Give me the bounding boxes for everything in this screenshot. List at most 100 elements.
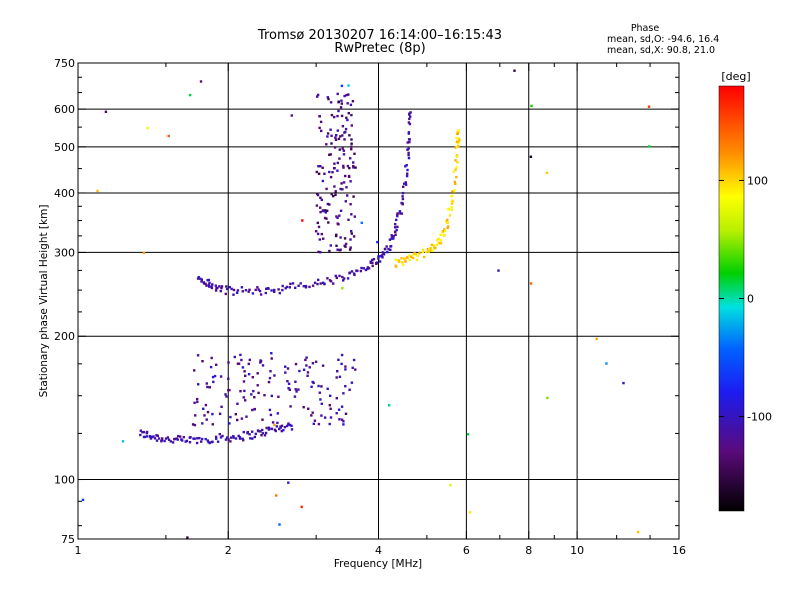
noise-point <box>350 142 353 145</box>
trace-point <box>408 122 412 126</box>
cloud-point <box>340 99 343 102</box>
trace-point <box>248 433 251 436</box>
trace-point <box>456 155 459 158</box>
cloud-point <box>253 396 256 399</box>
trace-point <box>273 288 276 292</box>
trace-point <box>452 190 456 193</box>
cloud-point <box>316 193 320 197</box>
trace-point <box>224 438 228 441</box>
trace-point <box>439 242 443 245</box>
cloud-point <box>352 358 356 362</box>
trace-point <box>402 185 405 188</box>
cloud-point <box>328 170 331 174</box>
trace-point <box>257 288 260 291</box>
cloud-point <box>286 367 290 370</box>
trace-point <box>407 151 410 155</box>
trace-point <box>164 437 168 440</box>
trace-point <box>352 272 356 275</box>
trace-point <box>273 290 276 293</box>
cloud-point <box>243 389 246 393</box>
cloud-point <box>310 385 313 388</box>
y-tick-label: 600 <box>54 103 75 116</box>
cloud-point <box>339 135 342 138</box>
trace-point <box>398 210 402 213</box>
trace-point <box>388 238 392 241</box>
noise-point <box>546 396 549 400</box>
trace-point <box>282 429 285 432</box>
trace-point <box>421 250 424 254</box>
trace-point <box>285 424 289 428</box>
cloud-point <box>203 414 206 417</box>
cloud-point <box>286 380 289 383</box>
trace-point <box>278 291 281 295</box>
cloud-point <box>338 214 341 217</box>
cloud-point <box>348 248 352 251</box>
trace-point <box>453 189 456 192</box>
trace-point <box>435 243 439 246</box>
noise-point <box>188 93 192 97</box>
cloud-point <box>224 393 227 396</box>
trace-point <box>254 432 257 436</box>
trace-point <box>234 437 238 440</box>
cloud-point <box>320 198 323 202</box>
cloud-point <box>287 387 290 390</box>
cloud-point <box>250 393 253 396</box>
trace-point <box>364 268 368 272</box>
trace-point <box>450 202 454 205</box>
cloud-point <box>341 147 344 150</box>
trace-point <box>145 432 148 435</box>
trace-point <box>319 282 322 285</box>
cloud-point <box>346 164 350 168</box>
cloud-point <box>295 390 298 393</box>
cloud-point <box>338 148 341 151</box>
cloud-point <box>297 388 300 391</box>
trace-point <box>267 426 271 429</box>
y-tick-label: 300 <box>54 246 75 259</box>
trace-point <box>418 251 421 255</box>
cloud-point <box>204 403 208 407</box>
trace-point <box>176 438 179 441</box>
trace-point <box>338 274 341 278</box>
cloud-point <box>342 420 345 423</box>
trace-point <box>383 247 387 251</box>
trace-point <box>332 282 335 285</box>
trace-point <box>139 429 142 432</box>
cloud-point <box>336 114 339 118</box>
trace-point <box>454 159 457 162</box>
cloud-point <box>350 124 353 127</box>
cloud-point <box>236 402 239 405</box>
cloud-point <box>228 422 231 425</box>
trace-point <box>265 287 268 290</box>
trace-point <box>196 277 200 280</box>
trace-point <box>362 267 365 270</box>
trace-point <box>232 435 235 438</box>
cloud-point <box>270 352 273 355</box>
cloud-point <box>321 166 324 169</box>
trace-point <box>392 235 395 238</box>
trace-point <box>226 436 229 439</box>
trace-point <box>289 282 292 286</box>
cloud-point <box>244 374 247 377</box>
trace-point <box>377 255 380 258</box>
trace-point <box>215 437 218 440</box>
stats-heading: Phase <box>631 23 660 34</box>
cloud-point <box>196 397 199 401</box>
trace-point <box>430 243 434 246</box>
trace-point <box>196 437 199 440</box>
trace-point <box>218 433 221 436</box>
trace-point <box>404 181 407 184</box>
trace-point <box>247 290 250 293</box>
trace-point <box>153 437 157 440</box>
trace-point <box>407 147 410 150</box>
trace-point <box>163 439 166 443</box>
x-axis-label: Frequency [MHz] <box>334 558 422 570</box>
trace-point <box>328 279 332 282</box>
trace-point <box>237 434 240 438</box>
trace-point <box>392 237 395 240</box>
cloud-point <box>220 405 223 408</box>
axis-ticks <box>77 62 680 540</box>
trace-point <box>409 115 412 118</box>
trace-point <box>379 255 382 258</box>
cloud-point <box>194 414 197 417</box>
trace-point <box>279 426 282 429</box>
